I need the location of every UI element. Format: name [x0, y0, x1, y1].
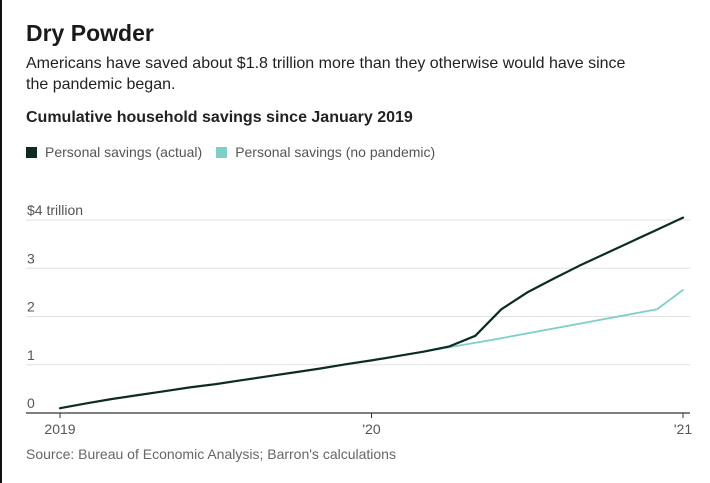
legend-swatch-actual — [26, 146, 37, 158]
chart-title-heading: Dry Powder — [26, 20, 154, 46]
x-tick-label: '20 — [362, 421, 380, 437]
series-line-actual — [58, 216, 685, 410]
chart-caption: Cumulative household savings since Janua… — [26, 109, 413, 126]
legend-item-no-pandemic: Personal savings (no pandemic) — [216, 144, 435, 160]
x-tick-label: '21 — [674, 421, 692, 437]
series-line-no-pandemic — [422, 289, 684, 353]
y-tick-label: 1 — [27, 347, 35, 363]
legend-label-actual: Personal savings (actual) — [45, 144, 203, 160]
y-tick-label: $4 trillion — [27, 202, 83, 218]
y-tick-label: 3 — [27, 250, 35, 266]
y-tick-label: 0 — [27, 395, 35, 411]
chart-subtitle: Americans have saved about $1.8 trillion… — [26, 55, 626, 93]
x-tick-label: 2019 — [44, 421, 75, 437]
legend: Personal savings (actual) Personal savin… — [26, 144, 449, 160]
legend-label-no-pandemic: Personal savings (no pandemic) — [235, 144, 436, 160]
legend-swatch-no-pandemic — [216, 146, 228, 158]
legend-item-actual: Personal savings (actual) — [26, 144, 202, 160]
y-tick-label: 2 — [27, 299, 35, 315]
source-note: Source: Bureau of Economic Analysis; Bar… — [26, 446, 396, 462]
